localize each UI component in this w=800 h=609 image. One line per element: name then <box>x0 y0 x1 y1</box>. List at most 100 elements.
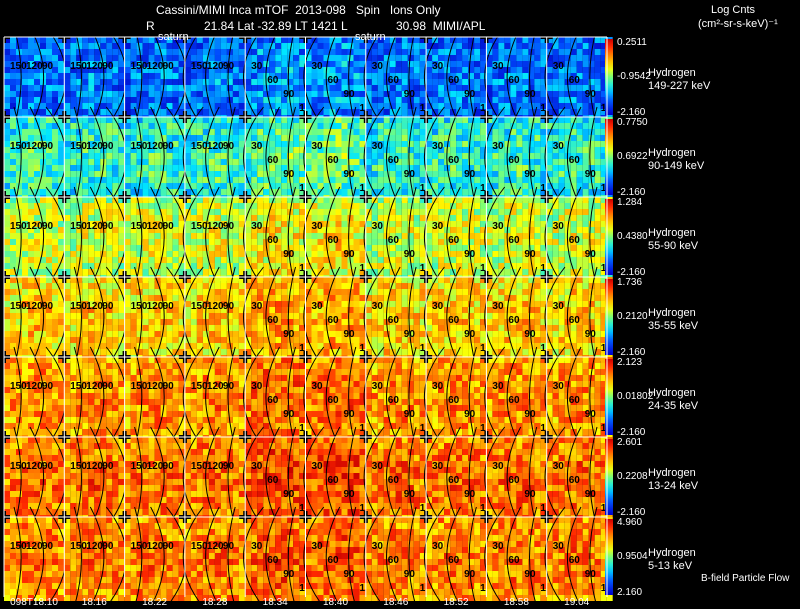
heatmap-cell <box>335 221 342 227</box>
heatmap-cell <box>281 117 288 123</box>
heatmap-cell <box>88 141 95 147</box>
heatmap-cell <box>238 227 245 233</box>
heatmap-cell <box>232 37 239 43</box>
heatmap-cell <box>528 165 535 171</box>
heatmap-cell <box>172 49 179 55</box>
heatmap-cell <box>4 129 10 135</box>
heatmap-cell <box>317 177 324 183</box>
heatmap-cell <box>190 49 197 55</box>
heatmap-cell <box>323 171 330 177</box>
heatmap-cell <box>558 159 565 165</box>
heatmap-cell <box>534 233 541 239</box>
heatmap-cell <box>299 183 306 189</box>
heatmap-cell <box>582 215 589 221</box>
heatmap-cell <box>106 239 113 245</box>
heatmap-cell <box>462 55 469 61</box>
heatmap-cell <box>22 129 28 135</box>
heatmap-cell <box>214 97 221 103</box>
heatmap-cell <box>498 215 505 221</box>
heatmap-cell <box>582 203 589 209</box>
heatmap-cell <box>202 209 209 215</box>
heatmap-cell <box>130 91 137 97</box>
heatmap-cell <box>106 209 113 215</box>
heatmap-cell <box>190 251 197 257</box>
heatmap-cell <box>438 117 445 123</box>
heatmap-cell <box>130 263 137 269</box>
heatmap-cell <box>594 209 601 215</box>
heatmap-cell <box>299 43 306 49</box>
heatmap-cell <box>178 269 185 275</box>
heatmap-cell <box>389 171 396 177</box>
heatmap-cell <box>70 233 77 239</box>
heatmap-cell <box>546 37 553 43</box>
heatmap-cell <box>552 85 559 91</box>
heatmap-cell <box>353 221 360 227</box>
heatmap-cell <box>299 189 306 195</box>
heatmap-cell <box>359 37 366 43</box>
heatmap-cell <box>377 43 384 49</box>
heatmap-cell <box>582 37 589 43</box>
heatmap-cell <box>534 49 541 55</box>
heatmap-cell <box>202 203 209 209</box>
heatmap-cell <box>305 147 312 153</box>
heatmap-cell <box>22 123 28 129</box>
heatmap-cell <box>202 55 209 61</box>
heatmap-cell <box>58 239 64 245</box>
heatmap-cell <box>498 103 505 109</box>
heatmap-cell <box>28 103 34 109</box>
heatmap-cell <box>4 135 10 141</box>
heatmap-cell <box>564 177 571 183</box>
heatmap-cell <box>540 263 547 269</box>
heatmap-cell <box>275 85 282 91</box>
heatmap-cell <box>257 233 264 239</box>
contour-label: 30 <box>432 141 444 152</box>
heatmap-cell <box>154 123 161 129</box>
heatmap-cell <box>474 123 481 129</box>
heatmap-cell <box>317 97 324 103</box>
heatmap-cell <box>76 159 83 165</box>
heatmap-cell <box>552 221 559 227</box>
heatmap-cell <box>142 257 149 263</box>
heatmap-cell <box>190 147 197 153</box>
heatmap-cell <box>94 239 101 245</box>
heatmap-cell <box>371 123 378 129</box>
heatmap-cell <box>287 239 294 245</box>
heatmap-cell <box>540 73 547 79</box>
heatmap-cell <box>172 227 179 233</box>
heatmap-cell <box>94 197 101 203</box>
heatmap-cell <box>594 227 601 233</box>
heatmap-cell <box>305 221 312 227</box>
heatmap-cell <box>486 251 493 257</box>
heatmap-cell <box>347 109 354 115</box>
heatmap-cell <box>214 245 221 251</box>
heatmap-cell <box>335 183 342 189</box>
heatmap-cell <box>184 245 191 251</box>
heatmap-cell <box>594 177 601 183</box>
heatmap-cell <box>462 251 469 257</box>
heatmap-cell <box>419 171 426 177</box>
heatmap-cell <box>10 153 16 159</box>
heatmap-cell <box>70 165 77 171</box>
heatmap-cell <box>347 153 354 159</box>
heatmap-cell <box>154 183 161 189</box>
heatmap-cell <box>22 277 28 283</box>
heatmap-cell <box>94 85 101 91</box>
heatmap-cell <box>329 85 336 91</box>
heatmap-cell <box>172 97 179 103</box>
heatmap-cell <box>570 85 577 91</box>
heatmap-cell <box>594 117 601 123</box>
heatmap-cell <box>88 103 95 109</box>
heatmap-cell <box>371 227 378 233</box>
heatmap-cell <box>468 109 475 115</box>
heatmap-cell <box>552 109 559 115</box>
heatmap-cell <box>576 251 583 257</box>
heatmap-cell <box>160 203 167 209</box>
heatmap-cell <box>383 55 390 61</box>
heatmap-cell <box>552 79 559 85</box>
heatmap-cell <box>371 109 378 115</box>
heatmap-cell <box>88 153 95 159</box>
heatmap-cell <box>377 103 384 109</box>
heatmap-cell <box>118 147 125 153</box>
heatmap-cell <box>124 67 131 73</box>
heatmap-cell <box>166 227 173 233</box>
